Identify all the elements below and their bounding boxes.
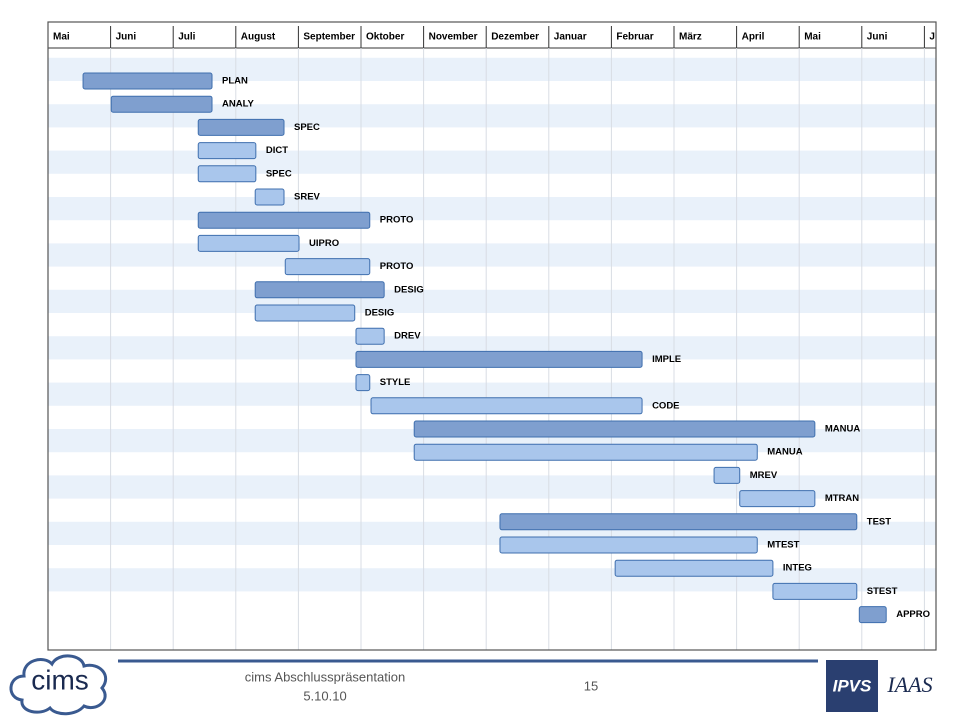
task-bar [355, 327, 385, 345]
page-number: 15 [584, 678, 598, 693]
footer-date: 5.10.10 [303, 688, 346, 703]
month-label: Mai [804, 32, 821, 43]
task-label: ANALY [222, 99, 255, 110]
task-bar [82, 72, 213, 90]
task-label: STEST [867, 586, 898, 597]
row-stripe [48, 336, 936, 360]
month-label: Juni [867, 32, 888, 43]
task-label: MTEST [767, 540, 799, 551]
task-bar [713, 466, 741, 484]
task-bar [413, 443, 758, 461]
task-label: SREV [294, 192, 321, 203]
task-label: SPEC [294, 122, 320, 133]
task-bar [197, 165, 257, 183]
task-bar [413, 420, 816, 438]
month-label: November [429, 32, 478, 43]
task-bar [355, 350, 643, 368]
month-label: J [929, 32, 935, 43]
task-bar [370, 397, 643, 415]
month-label: Januar [554, 32, 587, 43]
header [48, 26, 936, 48]
row-stripe [48, 243, 936, 267]
task-label: APPRO [896, 609, 930, 620]
task-label: PROTO [380, 215, 414, 226]
month-label: Juli [178, 32, 195, 43]
task-label: IMPLE [652, 354, 681, 365]
cims-logo: cims [9, 654, 108, 716]
month-label: September [303, 32, 355, 43]
task-label: UIPRO [309, 238, 339, 249]
month-label: Juni [116, 32, 137, 43]
footer-title: cims Abschlusspräsentation [245, 669, 405, 684]
task-label: DESIG [394, 284, 424, 295]
task-bar [197, 211, 371, 229]
logo-text: cims [31, 664, 89, 695]
row-stripe [48, 150, 936, 174]
task-label: DICT [266, 145, 288, 156]
row-stripe [48, 57, 936, 81]
row-stripe [48, 382, 936, 406]
task-bar [739, 490, 816, 508]
task-label: MTRAN [825, 493, 859, 504]
task-bar [772, 582, 858, 600]
gantt-chart: Mai Juni Juli August September Oktober Novembe… [48, 26, 936, 650]
task-bar [197, 118, 285, 136]
task-label: MANUA [825, 424, 860, 435]
row-stripe [48, 289, 936, 313]
chart-frame [47, 21, 937, 651]
task-bar [355, 374, 371, 392]
month-label: August [241, 32, 276, 43]
task-label: PROTO [380, 261, 414, 272]
ipvs-logo [826, 660, 878, 712]
task-label: MREV [750, 470, 778, 481]
task-bar [197, 142, 257, 160]
task-bar [110, 95, 213, 113]
task-label: STYLE [380, 377, 411, 388]
task-label: SPEC [266, 168, 292, 179]
task-label: DESIG [365, 308, 395, 319]
iaas-logo: IAAS [886, 672, 932, 697]
month-label: Februar [616, 32, 653, 43]
task-bar [254, 188, 285, 206]
task-bar [499, 513, 858, 531]
task-bar [284, 258, 371, 276]
month-label: April [742, 32, 765, 43]
task-label: MANUA [767, 447, 802, 458]
task-bar [254, 304, 356, 322]
task-label: DREV [394, 331, 421, 342]
month-label: Dezember [491, 32, 539, 43]
task-bar [254, 281, 385, 299]
task-bar [858, 606, 887, 624]
task-label: PLAN [222, 76, 248, 87]
month-label: Oktober [366, 32, 404, 43]
row-stripe [48, 197, 936, 221]
ipvs-text: IPVS [833, 676, 872, 695]
month-label: Mai [53, 32, 70, 43]
task-bar [614, 559, 774, 577]
task-bar [197, 234, 300, 252]
task-bar [499, 536, 758, 554]
task-label: INTEG [783, 563, 812, 574]
month-label: März [679, 32, 702, 43]
task-label: TEST [867, 516, 891, 527]
task-label: CODE [652, 400, 679, 411]
